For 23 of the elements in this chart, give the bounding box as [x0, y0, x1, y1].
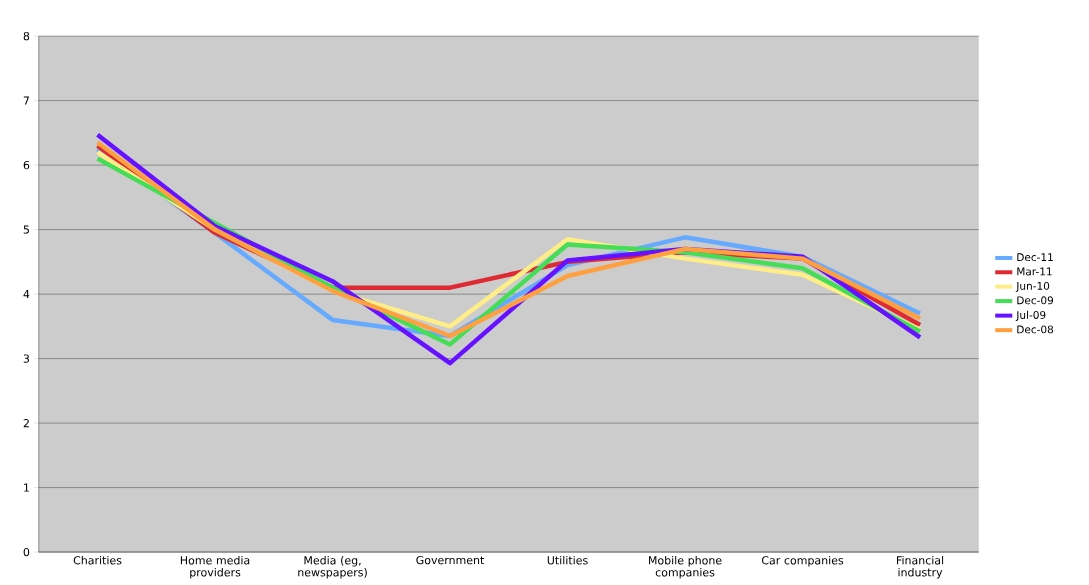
y-tick-label: 0 [23, 547, 30, 557]
y-tick-label: 3 [23, 354, 30, 363]
y-tick-label: 7 [23, 96, 29, 105]
x-tick-label: Media (eg, newspapers) [298, 555, 367, 579]
y-tick-label: 6 [23, 160, 30, 170]
x-tick-label: Charities [73, 555, 122, 565]
y-tick-label: 8 [23, 31, 30, 41]
legend-label: Mar-11 [1017, 267, 1052, 276]
legend-label: Dec-08 [1017, 325, 1054, 334]
legend-label: Jun-10 [1015, 281, 1050, 292]
y-tick-label: 5 [23, 225, 29, 234]
y-tick-label: 4 [23, 290, 30, 299]
y-tick-label: 1 [24, 483, 29, 492]
x-tick-label: Home media providers [180, 555, 250, 579]
legend-label: Dec-09 [1017, 296, 1054, 305]
legend-label: Dec-11 [1017, 253, 1053, 262]
x-tick-label: Financial industry [897, 555, 944, 579]
x-tick-label: Mobile phone companies [649, 555, 722, 579]
x-tick-label: Government [416, 555, 485, 565]
legend-label: Jul-09 [1015, 310, 1046, 321]
y-tick-label: 2 [23, 419, 29, 428]
x-tick-label: Utilities [547, 555, 588, 565]
x-tick-label: Car companies [761, 555, 844, 567]
